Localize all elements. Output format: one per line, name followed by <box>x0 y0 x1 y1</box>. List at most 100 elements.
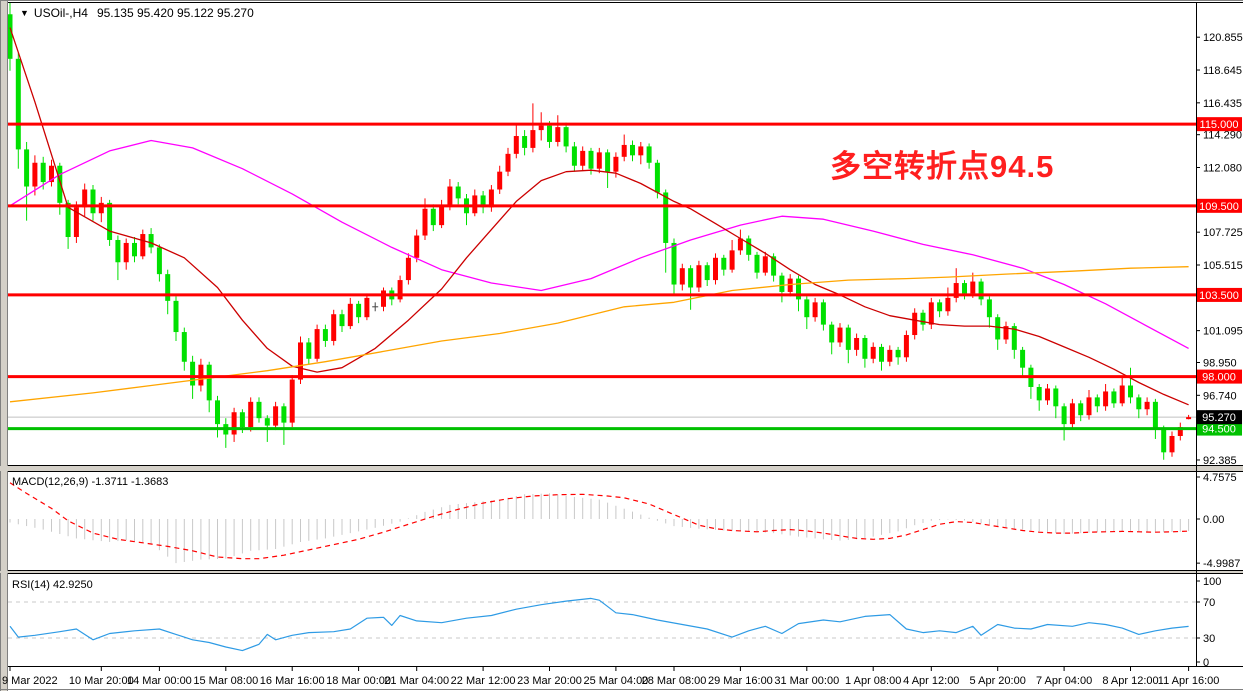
macd-axis-label: -4.9987 <box>1203 558 1240 570</box>
candle-body <box>65 202 71 238</box>
panel-splitter[interactable] <box>0 571 1243 573</box>
candle-body <box>347 303 353 327</box>
candle-body <box>1186 417 1192 420</box>
candle-body <box>107 202 113 240</box>
price-axis-label: 118.645 <box>1203 65 1242 77</box>
price-axis-label: 96.740 <box>1203 390 1237 402</box>
current-price-tag <box>1197 410 1242 425</box>
candle-body <box>605 152 611 172</box>
time-axis-label: 16 Mar 16:00 <box>260 675 325 687</box>
candle-body <box>73 207 79 238</box>
candle-body <box>1161 428 1167 453</box>
macd-values: -1.3711 -1.3683 <box>91 476 169 488</box>
panel-splitter[interactable] <box>0 466 1243 471</box>
candle-body <box>779 275 785 292</box>
annotation-text: 多空转折点94.5 <box>830 149 1055 184</box>
macd-label: MACD(12,26,9) <box>12 476 89 488</box>
candle-body <box>679 268 685 285</box>
candle-body <box>663 192 669 243</box>
candle-body <box>953 283 959 298</box>
candle-body <box>522 136 528 148</box>
candle-body <box>804 299 810 318</box>
candle-body <box>1020 349 1026 368</box>
time-axis-label: 9 Mar 2022 <box>2 675 58 687</box>
level-tag-98.000 <box>1197 369 1242 384</box>
candle-body <box>239 412 245 428</box>
candle-body <box>547 125 552 142</box>
candle-body <box>322 329 328 341</box>
time-axis-label: 1 Apr 08:00 <box>845 675 901 687</box>
candle-body <box>32 162 38 187</box>
candle-body <box>397 280 403 300</box>
candle-body <box>812 302 818 318</box>
candle-body <box>820 302 826 325</box>
macd-axis-label: 0.00 <box>1203 514 1224 526</box>
candle-body <box>1036 386 1042 401</box>
main-price-panel[interactable] <box>8 1 1197 460</box>
level-tag-103.500-text: 103.500 <box>1199 290 1239 302</box>
candle-body <box>970 281 976 294</box>
candle-body <box>613 156 619 172</box>
candle-body <box>132 242 137 257</box>
candle-body <box>513 136 519 154</box>
level-tag-115.000 <box>1197 117 1242 132</box>
candle-body <box>729 250 735 270</box>
candle-body <box>422 208 428 236</box>
candle-body <box>746 238 752 255</box>
candle-body <box>1045 388 1050 401</box>
candle-body <box>962 283 967 294</box>
candle-body <box>845 327 851 350</box>
rsi-panel[interactable] <box>8 597 1196 652</box>
candle-body <box>314 329 320 359</box>
candle-body <box>571 146 577 166</box>
candle-body <box>264 418 270 426</box>
price-axis-label: 120.855 <box>1203 32 1243 44</box>
price-axis-label: 112.080 <box>1203 163 1242 175</box>
candle-body <box>57 165 63 203</box>
candle-body <box>1152 401 1158 429</box>
price-axis-label: 105.515 <box>1203 260 1243 272</box>
candle-body <box>928 302 934 325</box>
candle-body <box>787 278 793 292</box>
candle-body <box>887 349 893 362</box>
candle-body <box>895 349 901 358</box>
time-axis-label: 14 Mar 00:00 <box>127 675 192 687</box>
ma-magenta-line <box>9 139 1189 349</box>
time-axis-label: 31 Mar 00:00 <box>774 675 839 687</box>
candle-body <box>298 342 303 380</box>
candle-body <box>854 337 860 350</box>
candle-body <box>331 314 337 341</box>
candle-body <box>356 303 362 318</box>
candle-body <box>256 401 262 419</box>
time-axis-label: 21 Mar 04:00 <box>384 675 449 687</box>
candle-body <box>1169 435 1175 453</box>
rsi-label: RSI(14) <box>12 579 50 591</box>
candle-body <box>364 297 370 318</box>
level-tag-103.500 <box>1197 287 1242 302</box>
candle-body <box>1078 403 1084 416</box>
candle-body <box>1011 326 1017 350</box>
macd-indicator-label: MACD(12,26,9) -1.3711 -1.3683 <box>12 476 168 488</box>
time-axis-label: 25 Mar 04:00 <box>583 675 648 687</box>
macd-panel[interactable] <box>9 482 1190 564</box>
candle-body <box>306 342 312 359</box>
time-axis-label: 28 Mar 08:00 <box>642 675 707 687</box>
candle-body <box>737 238 743 251</box>
time-axis-label: 4 Apr 12:00 <box>903 675 959 687</box>
macd-signal-line <box>9 482 1189 560</box>
candle-body <box>837 327 843 343</box>
price-axis-label: 107.725 <box>1203 227 1243 239</box>
candle-body <box>870 346 876 359</box>
candle-body <box>978 281 984 300</box>
candle-body <box>190 361 196 386</box>
rsi-axis-label: 30 <box>1203 633 1215 645</box>
candle-body <box>98 202 104 214</box>
symbol-dropdown-icon[interactable]: ▼ <box>20 8 29 18</box>
rsi-axis-label: 70 <box>1203 597 1215 609</box>
time-axis-label: 29 Mar 16:00 <box>708 675 773 687</box>
candle-body <box>1144 401 1150 410</box>
candle-body <box>8 14 13 59</box>
price-axis: 120.855 118.645 116.435 114.290 112.080 107.7… <box>1196 32 1243 669</box>
candle-body <box>1111 391 1117 404</box>
